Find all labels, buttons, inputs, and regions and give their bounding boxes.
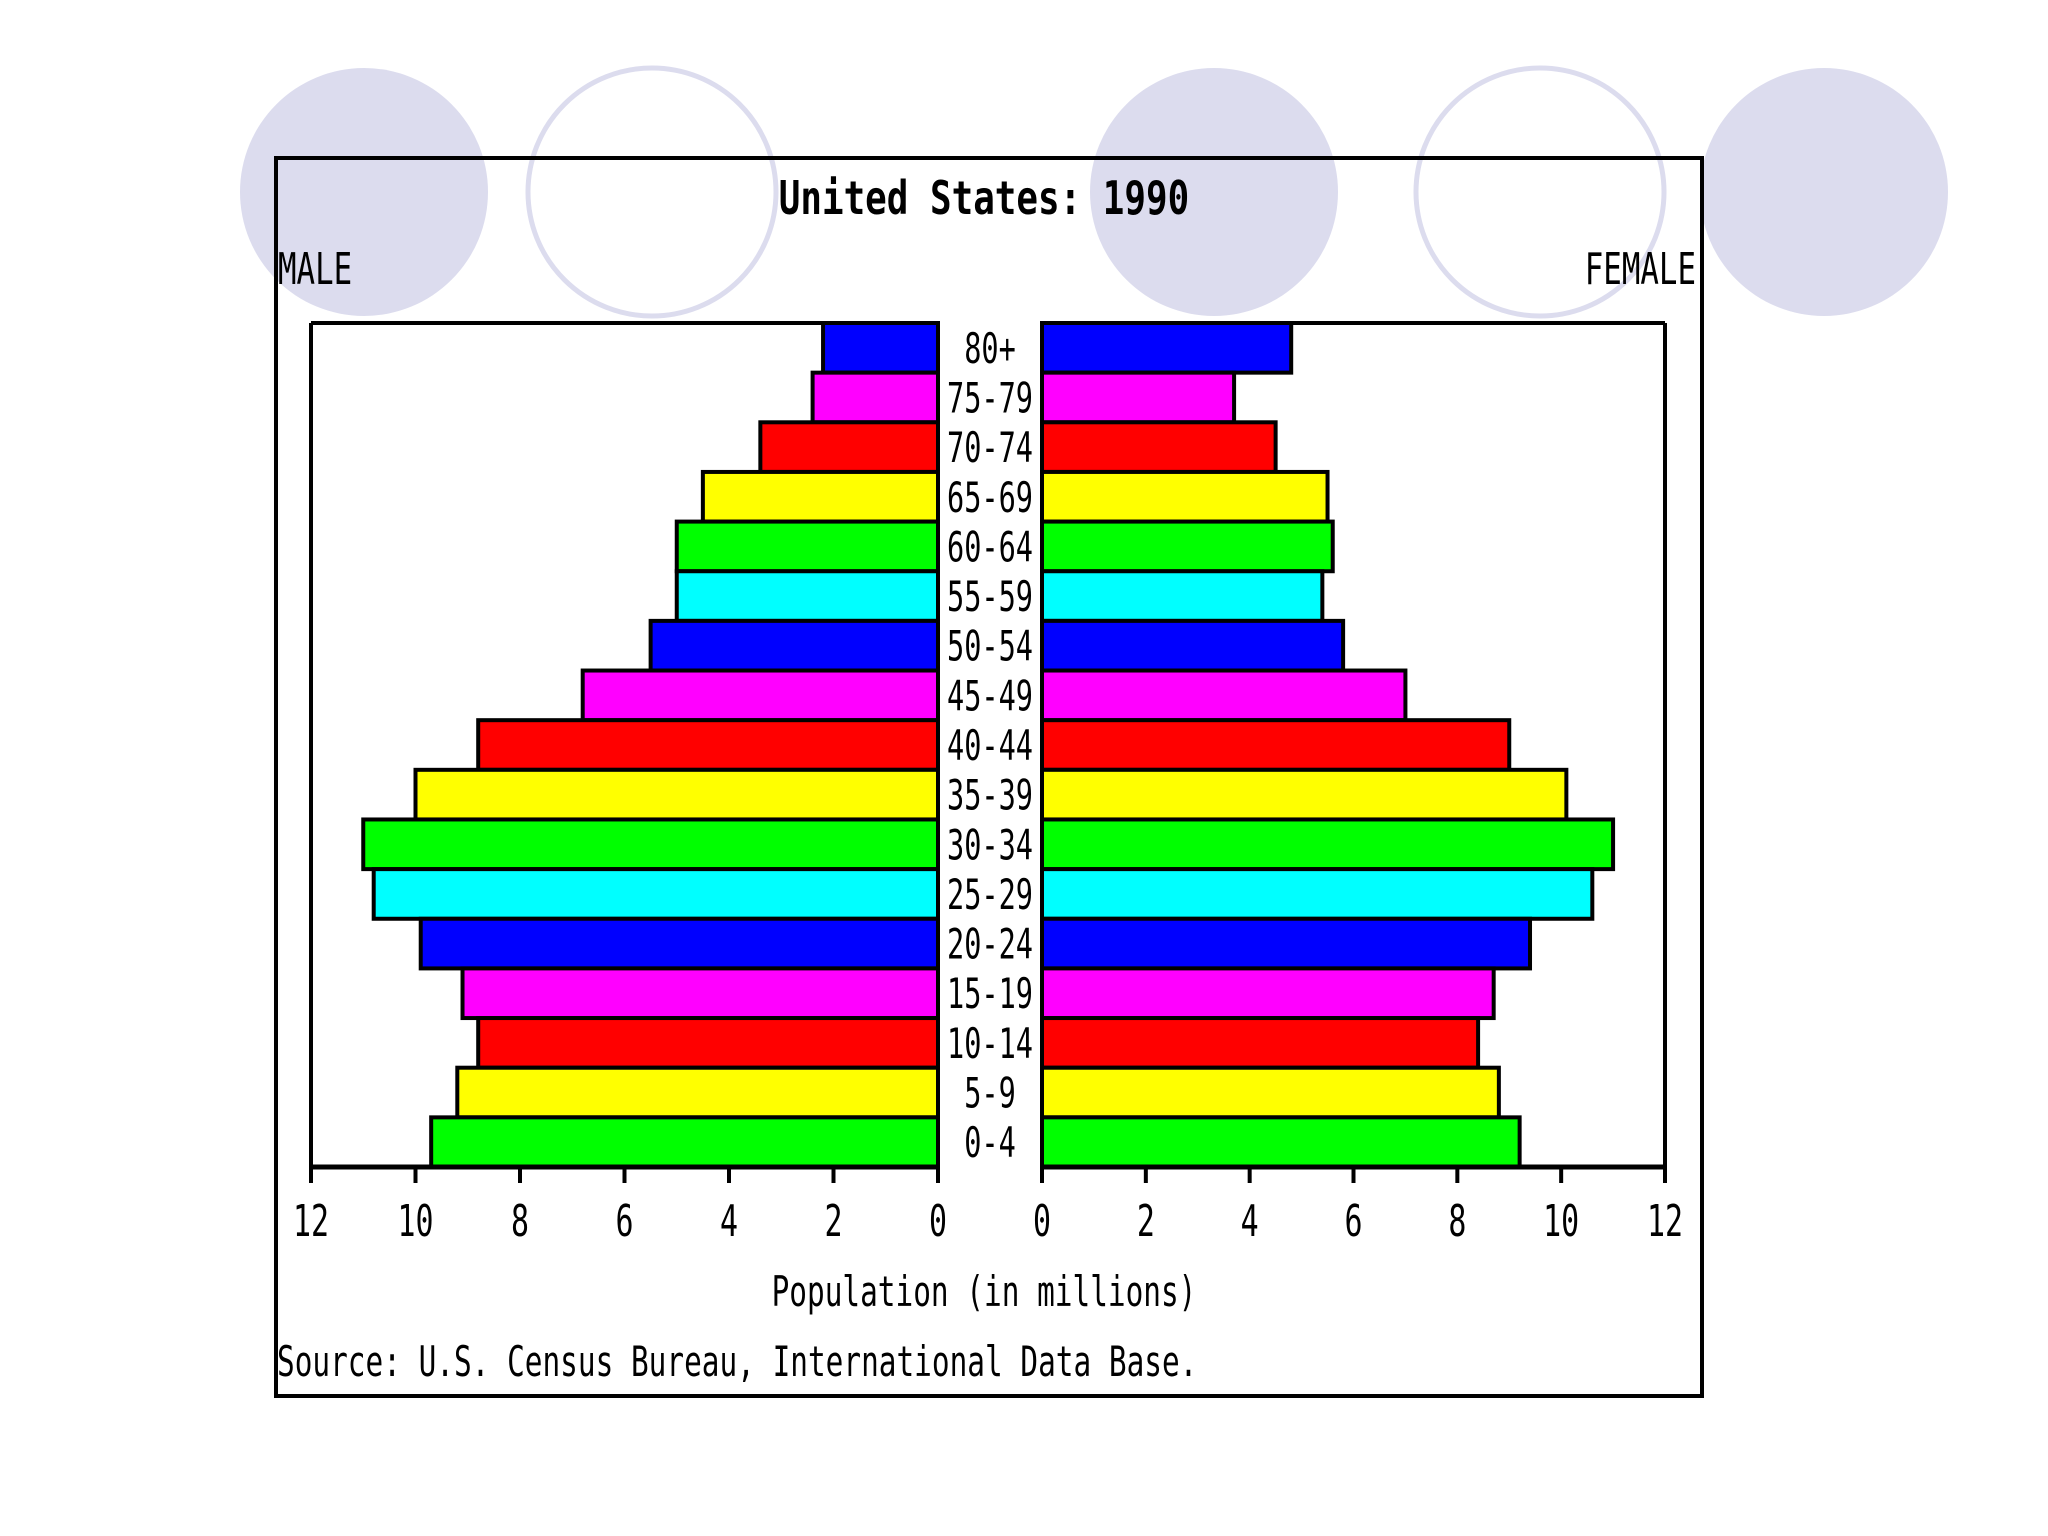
female-bar-65-69 xyxy=(1040,469,1330,524)
female-x-tick-label: 2 xyxy=(1137,1195,1155,1246)
age-group-label: 35-39 xyxy=(947,772,1033,820)
age-group-label: 40-44 xyxy=(947,723,1033,771)
female-x-tick-label: 6 xyxy=(1344,1195,1362,1246)
age-group-label: 55-59 xyxy=(947,574,1033,622)
male-x-tick-label: 6 xyxy=(615,1195,633,1246)
female-bar-5-9 xyxy=(1040,1065,1501,1120)
male-x-tick-label: 12 xyxy=(293,1195,329,1246)
age-group-label: 30-34 xyxy=(947,822,1033,870)
male-bar-80+ xyxy=(821,321,940,375)
chart-title: United States: 1990 xyxy=(779,172,1189,226)
female-bar-45-49 xyxy=(1040,668,1408,723)
male-bar-10-14 xyxy=(476,1016,940,1070)
female-bar-75-79 xyxy=(1040,370,1237,425)
male-x-tick-label: 2 xyxy=(824,1195,842,1246)
female-bar-80+ xyxy=(1040,321,1294,375)
age-group-label: 45-49 xyxy=(947,673,1033,721)
source-note: Source: U.S. Census Bureau, Internationa… xyxy=(277,1337,1197,1387)
deco-circle-outline xyxy=(1413,65,1667,319)
male-x-tick-label: 8 xyxy=(511,1195,529,1246)
female-bar-10-14 xyxy=(1040,1016,1481,1070)
male-bar-30-34 xyxy=(361,817,940,872)
age-group-label: 5-9 xyxy=(964,1070,1016,1118)
male-bar-25-29 xyxy=(371,867,940,921)
female-bar-40-44 xyxy=(1040,718,1512,772)
female-bar-30-34 xyxy=(1040,817,1616,872)
deco-circle-filled xyxy=(1090,68,1338,316)
female-bar-0-4 xyxy=(1040,1115,1522,1169)
female-x-tick-label: 12 xyxy=(1647,1195,1683,1246)
female-bar-25-29 xyxy=(1040,867,1595,921)
female-x-tick-label: 8 xyxy=(1448,1195,1466,1246)
female-bar-50-54 xyxy=(1040,618,1346,673)
male-bar-60-64 xyxy=(674,519,940,574)
x-axis-label: Population (in millions) xyxy=(772,1267,1197,1317)
male-x-tick-label: 0 xyxy=(929,1195,947,1246)
male-bar-0-4 xyxy=(429,1115,940,1169)
male-bar-5-9 xyxy=(455,1065,940,1120)
male-bar-50-54 xyxy=(648,618,940,673)
male-bar-45-49 xyxy=(580,668,940,723)
age-group-label: 75-79 xyxy=(947,375,1033,423)
male-bar-55-59 xyxy=(674,569,940,623)
age-group-label: 15-19 xyxy=(947,971,1033,1019)
female-bar-35-39 xyxy=(1040,767,1569,822)
age-group-label: 70-74 xyxy=(947,425,1033,473)
male-bar-65-69 xyxy=(700,469,940,524)
male-bar-15-19 xyxy=(460,966,940,1021)
male-bar-75-79 xyxy=(810,370,940,425)
female-bar-60-64 xyxy=(1040,519,1335,574)
male-bar-20-24 xyxy=(418,916,941,971)
deco-circle-outline xyxy=(525,65,779,319)
chart-frame xyxy=(274,156,1704,1398)
female-bar-70-74 xyxy=(1040,420,1278,474)
age-group-label: 0-4 xyxy=(964,1120,1016,1168)
age-group-label: 80+ xyxy=(964,325,1016,373)
male-bar-35-39 xyxy=(413,767,940,822)
deco-circle-filled xyxy=(240,68,488,316)
female-x-tick-label: 4 xyxy=(1241,1195,1259,1246)
age-group-label: 25-29 xyxy=(947,872,1033,920)
male-x-tick-label: 4 xyxy=(720,1195,738,1246)
female-label: FEMALE xyxy=(1585,243,1696,294)
age-group-label: 50-54 xyxy=(947,623,1033,671)
age-group-label: 65-69 xyxy=(947,474,1033,522)
male-label: MALE xyxy=(278,243,352,294)
age-group-label: 20-24 xyxy=(947,921,1033,969)
age-group-label: 60-64 xyxy=(947,524,1033,572)
female-bar-20-24 xyxy=(1040,916,1533,971)
female-bar-15-19 xyxy=(1040,966,1496,1021)
age-group-label: 10-14 xyxy=(947,1020,1033,1068)
male-bar-40-44 xyxy=(476,718,940,772)
female-x-tick-label: 10 xyxy=(1543,1195,1579,1246)
female-bar-55-59 xyxy=(1040,569,1325,623)
deco-circle-filled xyxy=(1700,68,1948,316)
plot-area: 80+75-7970-7465-6960-6455-5950-5445-4940… xyxy=(293,321,1683,1247)
male-x-tick-label: 10 xyxy=(397,1195,433,1246)
female-x-tick-label: 0 xyxy=(1033,1195,1051,1246)
male-bar-70-74 xyxy=(758,420,940,474)
